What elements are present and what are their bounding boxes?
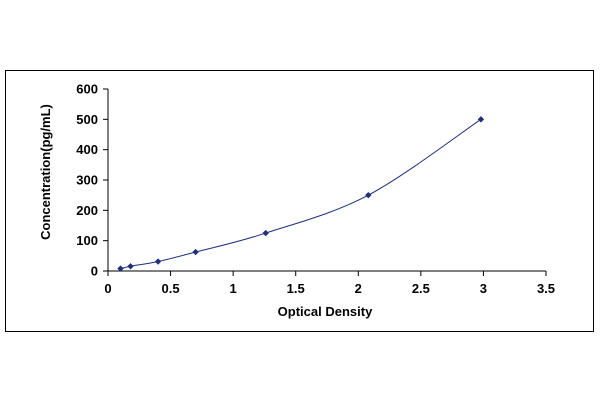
y-axis-title: Concentration(pg/mL) — [38, 104, 53, 240]
data-point — [127, 263, 134, 270]
y-tick-label: 100 — [76, 233, 98, 248]
x-tick-label: 3.5 — [537, 281, 555, 296]
data-point — [117, 265, 124, 272]
x-tick-label: 1 — [230, 281, 237, 296]
y-tick-label: 400 — [76, 142, 98, 157]
x-tick-label: 0.5 — [162, 281, 180, 296]
data-points — [117, 116, 485, 272]
x-tick-label: 1.5 — [287, 281, 305, 296]
y-tick-label: 0 — [91, 264, 98, 279]
y-tick-label: 300 — [76, 173, 98, 188]
data-point — [262, 229, 269, 237]
x-ticks: 0 0.5 1 1.5 2 2.5 3 3.5 — [104, 271, 555, 296]
x-tick-label: 2 — [355, 281, 362, 296]
axes — [107, 89, 546, 272]
x-tick-label: 0 — [104, 281, 111, 296]
x-tick-label: 3 — [480, 281, 487, 296]
chart-frame — [5, 70, 594, 332]
y-tick-label: 600 — [76, 82, 98, 97]
x-axis-title: Optical Density — [278, 304, 373, 319]
data-point — [365, 191, 372, 199]
trend-curve — [120, 118, 482, 270]
data-point — [192, 248, 199, 256]
y-tick-label: 200 — [76, 203, 98, 218]
y-tick-label: 500 — [76, 112, 98, 127]
data-point — [477, 116, 485, 123]
data-point — [154, 258, 162, 265]
x-tick-label: 2.5 — [412, 281, 430, 296]
y-ticks: 0 100 200 300 400 500 600 — [76, 82, 108, 279]
